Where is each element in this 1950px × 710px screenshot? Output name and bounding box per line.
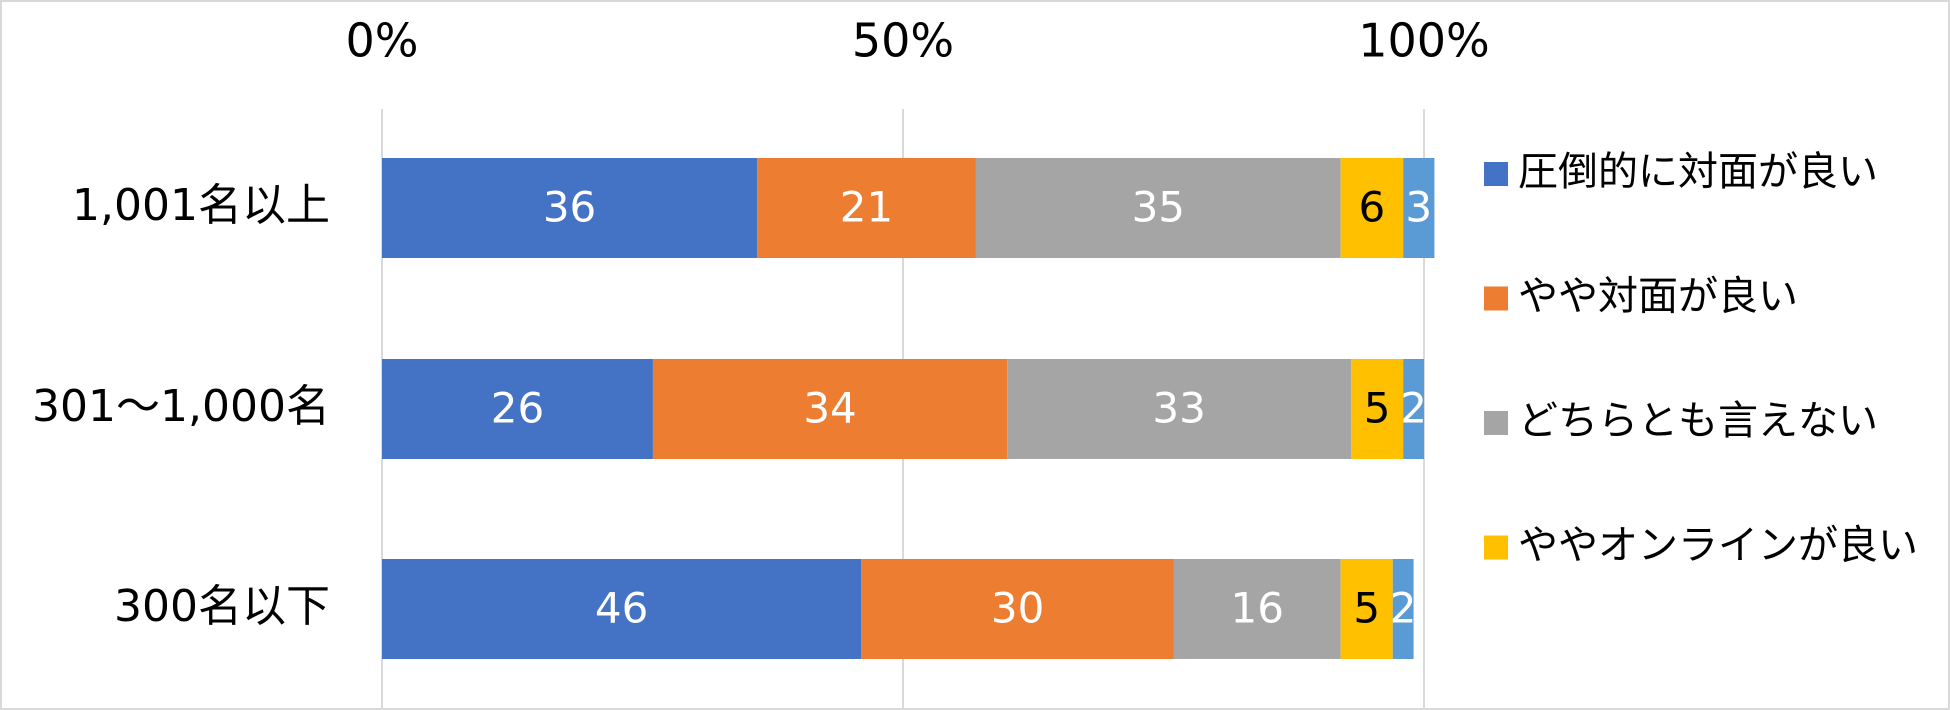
bar-segment [382, 359, 653, 459]
x-tick-label: 0% [346, 14, 419, 68]
bar-segment [1403, 158, 1435, 258]
y-tick-label: 301～1,000名 [32, 381, 330, 432]
bar-segment [382, 158, 758, 258]
data-label: 5 [1364, 384, 1391, 433]
data-label: 30 [991, 584, 1044, 633]
data-label: 33 [1152, 384, 1205, 433]
y-tick-label: 1,001名以上 [72, 180, 330, 231]
bar-segment [1340, 559, 1393, 659]
data-label: 2 [1400, 384, 1427, 433]
legend-swatch [1484, 162, 1508, 186]
data-label: 6 [1359, 183, 1386, 232]
x-tick-label: 100% [1358, 14, 1490, 68]
bar-segment [1340, 158, 1404, 258]
data-label: 5 [1353, 584, 1380, 633]
bar-segment [382, 559, 862, 659]
data-label: 35 [1132, 183, 1185, 232]
data-label: 46 [595, 584, 648, 633]
bar-segment [1403, 359, 1424, 459]
data-label: 34 [803, 384, 856, 433]
legend-label: やや対面が良い [1518, 274, 1798, 320]
x-tick-label: 50% [852, 14, 954, 68]
legend-label: 圧倒的に対面が良い [1518, 149, 1878, 195]
legend-swatch [1484, 411, 1508, 435]
bar-segment [652, 359, 1008, 459]
legend-label: ややオンラインが良い [1518, 523, 1918, 569]
legend-swatch [1484, 535, 1508, 560]
bar-segment [975, 158, 1341, 258]
data-label: 36 [543, 183, 596, 232]
legend-swatch [1484, 286, 1508, 311]
data-label: 3 [1405, 183, 1432, 232]
data-label: 2 [1390, 584, 1417, 633]
bar-segment [861, 559, 1174, 659]
bar-segment [1173, 559, 1341, 659]
bar-segment [757, 158, 976, 258]
data-label: 16 [1231, 584, 1284, 633]
bar-segment [1007, 359, 1352, 459]
data-label: 21 [840, 183, 893, 232]
y-tick-label: 300名以下 [114, 581, 330, 632]
bar-segment [1351, 359, 1404, 459]
data-label: 26 [491, 384, 544, 433]
legend-label: どちらとも言えない [1518, 398, 1878, 444]
bar-segment [1392, 559, 1414, 659]
